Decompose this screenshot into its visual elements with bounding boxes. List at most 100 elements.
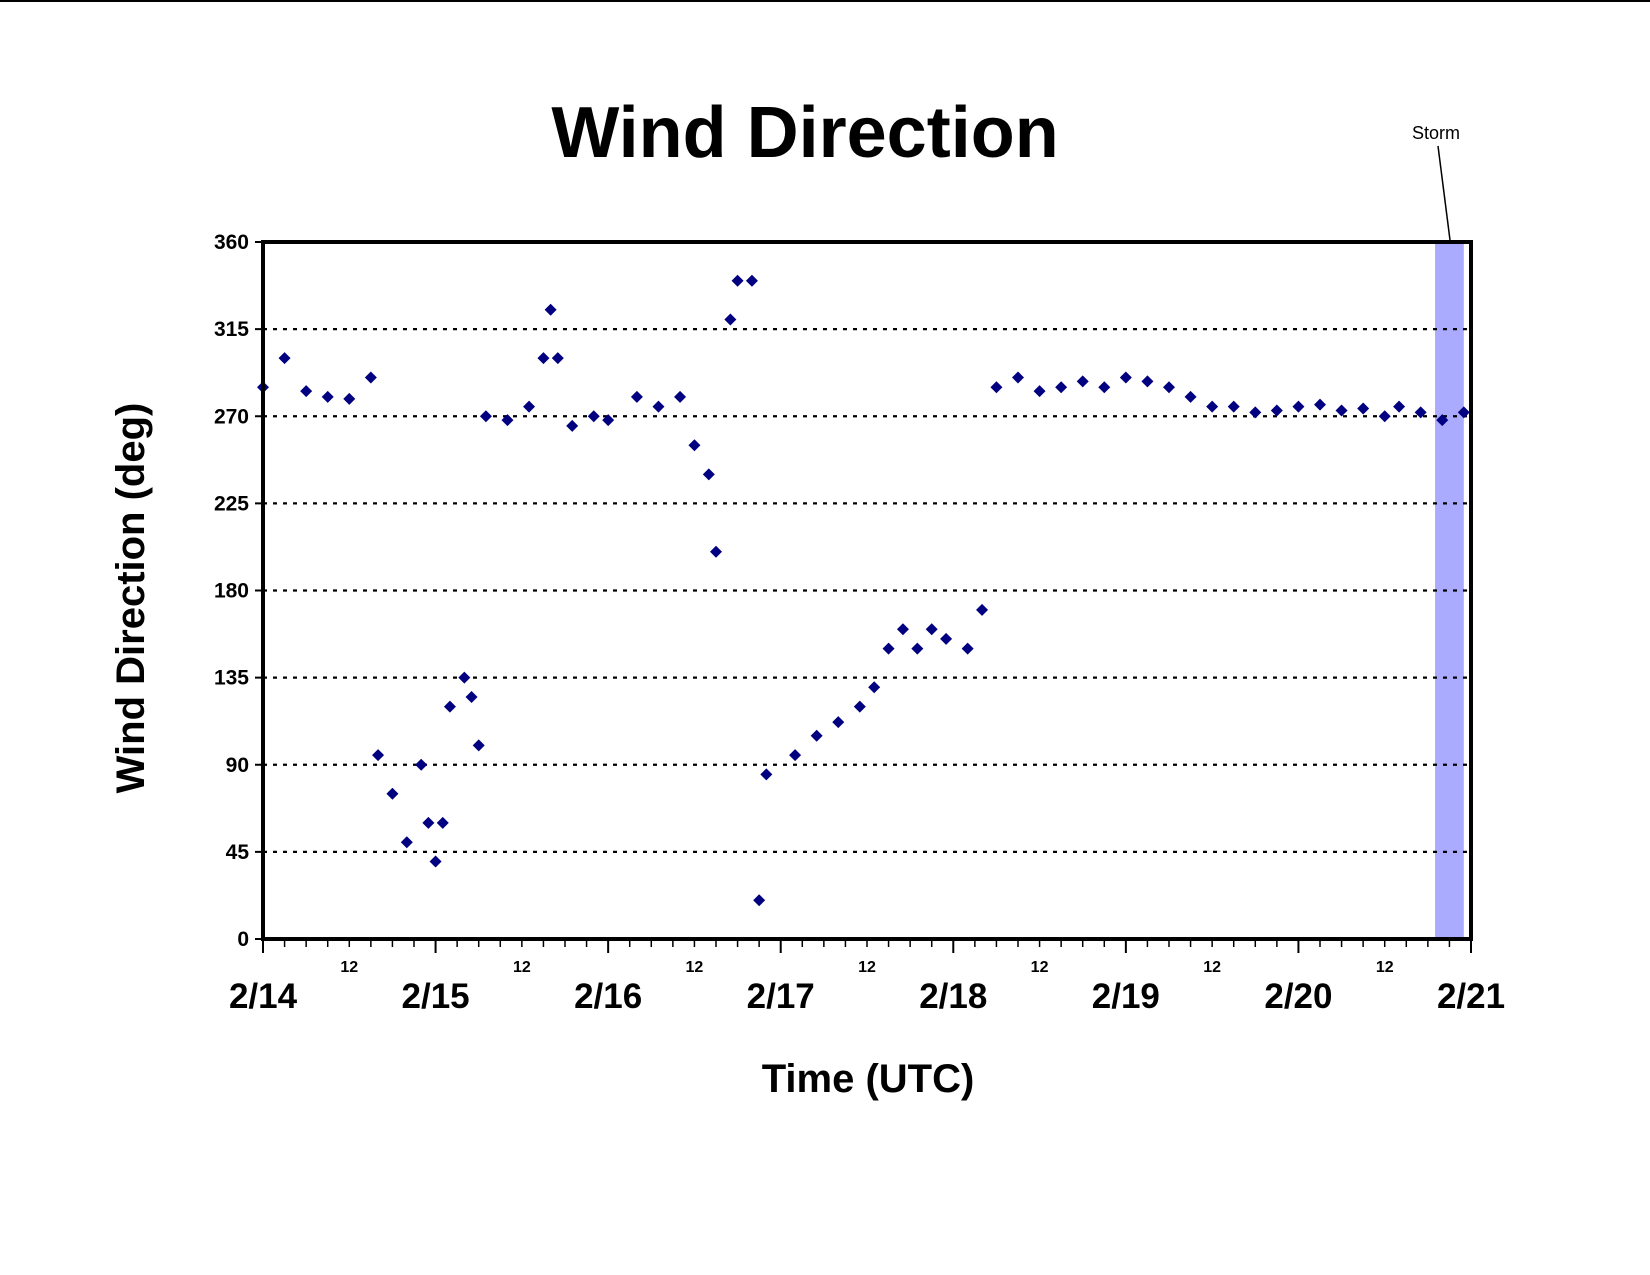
data-point bbox=[789, 749, 802, 762]
data-point bbox=[400, 836, 413, 849]
data-point bbox=[1076, 375, 1089, 388]
data-point bbox=[551, 352, 564, 365]
data-point bbox=[544, 303, 557, 316]
data-point bbox=[1184, 390, 1197, 403]
data-point bbox=[479, 410, 492, 423]
x-tick-label: 2/21 bbox=[1437, 977, 1505, 1016]
data-point bbox=[343, 392, 356, 405]
x-tick-label: 2/20 bbox=[1264, 977, 1332, 1016]
data-point bbox=[415, 758, 428, 771]
x-minor-label: 12 bbox=[1376, 959, 1394, 976]
data-point bbox=[1335, 404, 1348, 417]
y-tick-label: 90 bbox=[226, 754, 249, 777]
data-point bbox=[1436, 414, 1449, 427]
y-tick-label: 0 bbox=[237, 928, 249, 951]
data-point bbox=[882, 642, 895, 655]
data-point bbox=[896, 623, 909, 636]
y-tick-label: 360 bbox=[214, 231, 249, 254]
data-point bbox=[465, 690, 478, 703]
data-point bbox=[1378, 410, 1391, 423]
x-tick-label: 2/16 bbox=[574, 977, 642, 1016]
data-point bbox=[1206, 400, 1219, 413]
data-point bbox=[745, 274, 758, 287]
y-tick-label: 180 bbox=[214, 580, 249, 603]
storm-pointer-line bbox=[1437, 145, 1451, 241]
data-point bbox=[731, 274, 744, 287]
data-point bbox=[976, 603, 989, 616]
data-point bbox=[602, 414, 615, 427]
data-point bbox=[321, 390, 334, 403]
gridlines bbox=[263, 328, 1471, 853]
data-point bbox=[652, 400, 665, 413]
data-point bbox=[810, 729, 823, 742]
data-point bbox=[1098, 381, 1111, 394]
data-point bbox=[832, 716, 845, 729]
x-minor-label: 12 bbox=[513, 959, 531, 976]
data-point bbox=[364, 371, 377, 384]
data-point bbox=[1141, 375, 1154, 388]
x-tick-label: 2/17 bbox=[747, 977, 815, 1016]
data-point bbox=[961, 642, 974, 655]
x-tick-label: 2/15 bbox=[402, 977, 470, 1016]
data-point bbox=[566, 419, 579, 432]
y-tick-label: 135 bbox=[214, 667, 249, 690]
data-point bbox=[1227, 400, 1240, 413]
data-point bbox=[278, 352, 291, 365]
x-minor-label: 12 bbox=[1031, 959, 1049, 976]
x-minor-label: 12 bbox=[686, 959, 704, 976]
data-point bbox=[1270, 404, 1283, 417]
chart-title: Wind Direction bbox=[551, 93, 1058, 173]
data-point bbox=[753, 894, 766, 907]
data-point bbox=[688, 439, 701, 452]
data-point bbox=[1357, 402, 1370, 415]
data-point bbox=[1012, 371, 1024, 384]
data-point bbox=[523, 400, 536, 413]
data-point bbox=[1292, 400, 1305, 413]
y-tick-label: 45 bbox=[226, 841, 250, 864]
data-point bbox=[853, 700, 866, 713]
y-tick-label: 315 bbox=[214, 318, 249, 341]
data-point bbox=[429, 855, 442, 868]
data-point bbox=[630, 390, 643, 403]
data-point bbox=[1249, 406, 1262, 419]
x-axis-title: Time (UTC) bbox=[762, 1057, 975, 1101]
y-tick-label: 270 bbox=[214, 405, 249, 428]
storm-band bbox=[1435, 242, 1464, 939]
data-point bbox=[868, 681, 881, 694]
y-axis-title: Wind Direction (deg) bbox=[109, 403, 153, 794]
data-point bbox=[472, 739, 485, 752]
data-point bbox=[674, 390, 687, 403]
data-point bbox=[990, 381, 1003, 394]
data-point bbox=[911, 642, 924, 655]
data-point bbox=[724, 313, 737, 326]
x-minor-label: 12 bbox=[340, 959, 358, 976]
x-minor-label: 12 bbox=[1203, 959, 1221, 976]
data-point bbox=[1163, 381, 1175, 394]
data-point bbox=[760, 768, 773, 781]
x-tick-label: 2/19 bbox=[1092, 977, 1160, 1016]
data-point bbox=[458, 671, 471, 684]
data-point bbox=[501, 414, 514, 427]
data-point bbox=[1033, 385, 1046, 398]
data-point bbox=[1119, 371, 1132, 384]
data-point bbox=[436, 816, 449, 829]
data-point bbox=[537, 352, 550, 365]
data-point bbox=[1414, 406, 1427, 419]
data-point bbox=[702, 468, 715, 481]
x-minor-label: 12 bbox=[858, 959, 876, 976]
x-tick-label: 2/14 bbox=[229, 977, 298, 1016]
axes: 0 45 90 135 180 225 270 315 360 2/14 2/15 2/16 2/17 2… bbox=[214, 231, 1505, 1016]
data-point bbox=[1393, 400, 1406, 413]
x-tick-label: 2/18 bbox=[919, 977, 987, 1016]
data-point bbox=[300, 385, 313, 398]
data-point bbox=[422, 816, 435, 829]
data-point bbox=[1314, 398, 1326, 411]
data-point bbox=[1055, 381, 1068, 394]
data-point bbox=[925, 623, 938, 636]
data-point bbox=[443, 700, 456, 713]
data-point bbox=[587, 410, 600, 423]
data-point bbox=[710, 545, 722, 558]
storm-label: Storm bbox=[1412, 123, 1460, 143]
data-point bbox=[1457, 406, 1470, 419]
